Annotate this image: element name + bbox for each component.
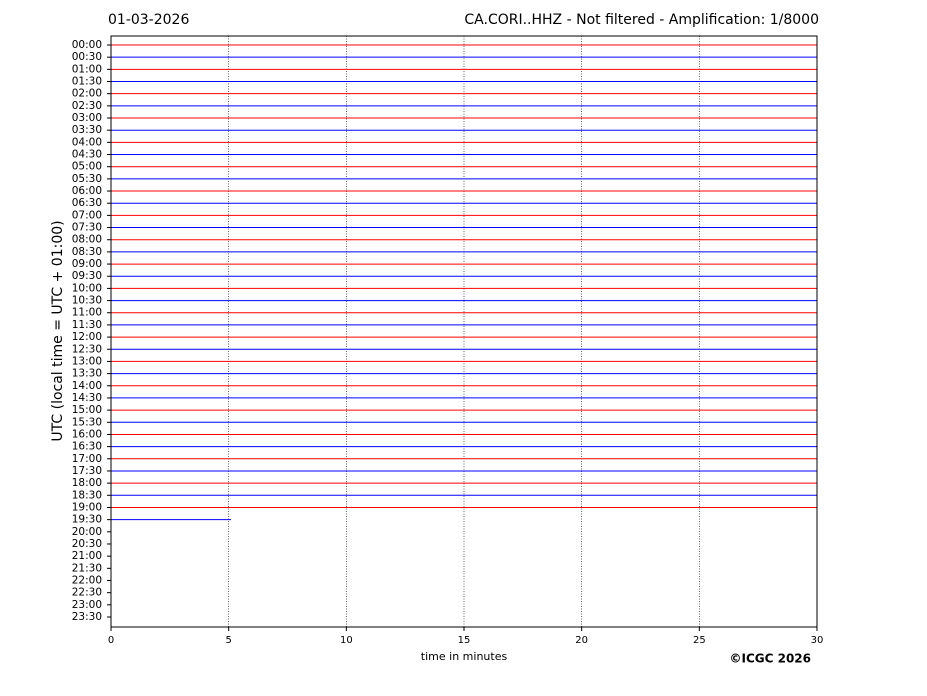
y-tick-label: 11:00 bbox=[72, 307, 102, 319]
x-tick-label: 20 bbox=[575, 635, 588, 646]
y-tick-label: 20:00 bbox=[72, 526, 102, 538]
y-tick-label: 10:00 bbox=[72, 282, 102, 294]
y-tick-label: 02:00 bbox=[72, 88, 102, 100]
y-tick-label: 14:30 bbox=[72, 392, 102, 404]
y-tick-label: 00:00 bbox=[72, 39, 102, 51]
y-tick-label: 21:30 bbox=[72, 562, 102, 574]
y-tick-label: 08:30 bbox=[72, 246, 102, 258]
x-tick-label: 15 bbox=[458, 635, 471, 646]
y-tick-label: 19:00 bbox=[72, 501, 102, 513]
y-tick-label: 16:00 bbox=[72, 428, 102, 440]
plot-area bbox=[110, 36, 818, 627]
y-tick-label: 02:30 bbox=[72, 100, 102, 112]
y-tick-label: 12:30 bbox=[72, 343, 102, 355]
y-tick-label: 10:30 bbox=[72, 295, 102, 307]
y-tick-label: 21:00 bbox=[72, 550, 102, 562]
y-tick-label: 23:30 bbox=[72, 611, 102, 623]
y-tick-label: 09:00 bbox=[72, 258, 102, 270]
y-tick-label: 13:30 bbox=[72, 368, 102, 380]
x-axis-label: time in minutes bbox=[421, 650, 508, 663]
y-tick-label: 12:00 bbox=[72, 331, 102, 343]
x-tick-label: 10 bbox=[340, 635, 353, 646]
y-tick-label: 19:30 bbox=[72, 514, 102, 526]
y-axis-label: UTC (local time = UTC + 01:00) bbox=[50, 220, 66, 441]
x-tick-label: 0 bbox=[108, 635, 114, 646]
credit: ©ICGC 2026 bbox=[729, 652, 811, 666]
y-tick-label: 17:30 bbox=[72, 465, 102, 477]
x-tick-label: 30 bbox=[811, 635, 824, 646]
chart-subtitle: CA.CORI..HHZ - Not filtered - Amplificat… bbox=[464, 12, 819, 28]
y-tick-label: 06:30 bbox=[72, 197, 102, 209]
y-tick-label: 01:00 bbox=[72, 63, 102, 75]
y-tick-label: 17:00 bbox=[72, 453, 102, 465]
x-tick-label: 5 bbox=[225, 635, 231, 646]
y-tick-label: 06:00 bbox=[72, 185, 102, 197]
chart-title: 01-03-2026 bbox=[108, 12, 189, 28]
y-tick-label: 16:30 bbox=[72, 441, 102, 453]
y-tick-label: 22:00 bbox=[72, 574, 102, 586]
y-tick-label: 22:30 bbox=[72, 587, 102, 599]
y-tick-label: 23:00 bbox=[72, 599, 102, 611]
y-tick-label: 14:00 bbox=[72, 380, 102, 392]
y-tick-label: 01:30 bbox=[72, 76, 102, 88]
y-tick-label: 05:30 bbox=[72, 173, 102, 185]
y-tick-label: 15:30 bbox=[72, 416, 102, 428]
y-tick-label: 05:00 bbox=[72, 161, 102, 173]
y-tick-label: 03:00 bbox=[72, 112, 102, 124]
y-tick-label: 07:00 bbox=[72, 209, 102, 221]
y-tick-label: 07:30 bbox=[72, 222, 102, 234]
y-tick-label: 04:30 bbox=[72, 149, 102, 161]
y-tick-label: 18:00 bbox=[72, 477, 102, 489]
y-tick-label: 08:00 bbox=[72, 234, 102, 246]
x-tick-label: 25 bbox=[693, 635, 706, 646]
y-tick-label: 13:00 bbox=[72, 355, 102, 367]
y-tick-label: 11:30 bbox=[72, 319, 102, 331]
y-tick-label: 20:30 bbox=[72, 538, 102, 550]
y-tick-label: 04:00 bbox=[72, 136, 102, 148]
y-tick-label: 18:30 bbox=[72, 489, 102, 501]
y-tick-label: 15:00 bbox=[72, 404, 102, 416]
y-tick-label: 00:30 bbox=[72, 51, 102, 63]
y-tick-label: 03:30 bbox=[72, 124, 102, 136]
y-tick-label: 09:30 bbox=[72, 270, 102, 282]
